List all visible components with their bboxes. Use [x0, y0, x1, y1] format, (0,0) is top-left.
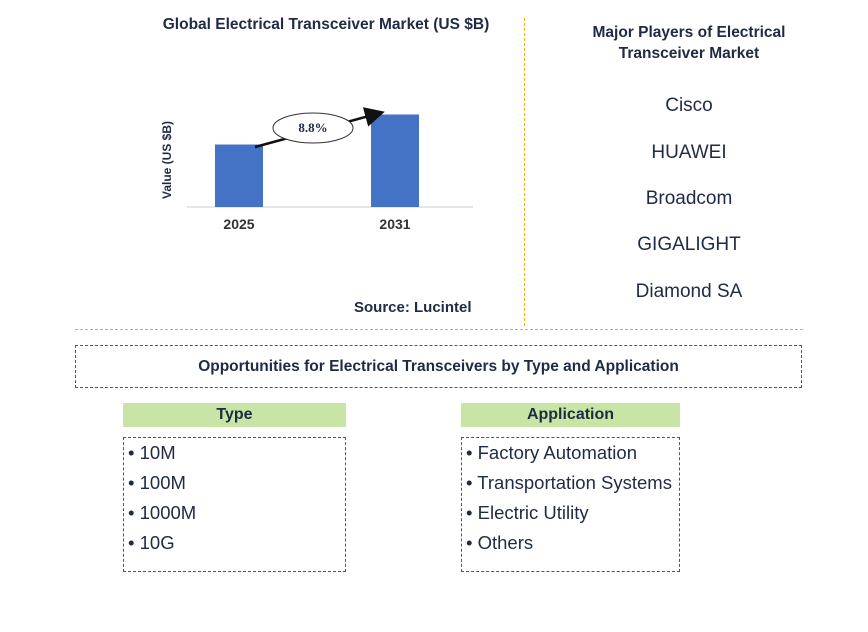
- list-item: • 10G: [128, 532, 175, 553]
- type-list: • 10M • 100M • 1000M • 10G: [123, 437, 346, 572]
- opportunities-title: Opportunities for Electrical Transceiver…: [198, 357, 679, 375]
- bar-2025: [215, 144, 263, 207]
- cagr-ellipse: [272, 112, 354, 144]
- type-header: Type: [123, 403, 346, 427]
- list-item: • Transportation Systems: [466, 472, 672, 493]
- player-diamond-sa: Diamond SA: [635, 281, 743, 302]
- bar-2031: [371, 114, 419, 207]
- list-item: • Others: [466, 532, 534, 553]
- player-broadcom: Broadcom: [645, 188, 733, 209]
- vertical-divider: [524, 18, 525, 326]
- y-axis-label: Value (US $B): [160, 121, 174, 199]
- players-title: Major Players of Electrical Transceiver …: [592, 24, 786, 62]
- player-huawei: HUAWEI: [651, 142, 727, 163]
- opportunities-title-box: Opportunities for Electrical Transceiver…: [75, 345, 802, 388]
- x-tick-2025: 2025: [223, 216, 254, 232]
- application-header-label: Application: [526, 406, 615, 423]
- type-header-label: Type: [216, 406, 253, 423]
- bar-chart: Value (US $B) 2025 2031 8.8%: [160, 107, 473, 232]
- player-cisco: Cisco: [665, 95, 713, 116]
- x-tick-2031: 2031: [379, 216, 410, 232]
- source-text: Source: Lucintel: [354, 299, 472, 316]
- list-item: • 10M: [128, 442, 176, 463]
- list-item: • 1000M: [128, 502, 197, 523]
- application-list: • Factory Automation • Transportation Sy…: [461, 437, 680, 572]
- horizontal-divider: [75, 329, 803, 330]
- chart-title: Global Electrical Transceiver Market (US…: [162, 16, 490, 33]
- cagr-label: 8.8%: [298, 120, 327, 135]
- list-item: • Electric Utility: [466, 502, 589, 523]
- list-item: • Factory Automation: [466, 442, 637, 463]
- list-item: • 100M: [128, 472, 186, 493]
- application-header: Application: [461, 403, 680, 427]
- player-gigalight: GIGALIGHT: [637, 234, 741, 255]
